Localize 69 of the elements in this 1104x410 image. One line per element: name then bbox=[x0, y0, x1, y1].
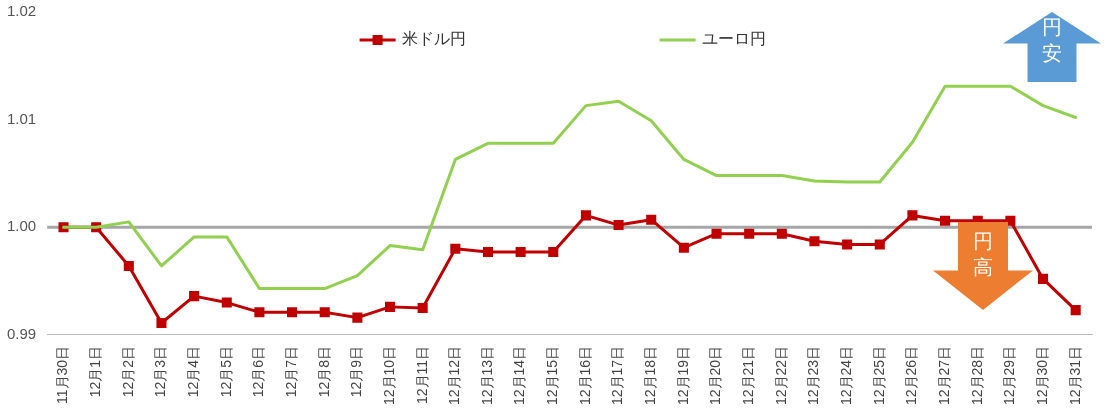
point bbox=[254, 307, 265, 318]
point bbox=[711, 228, 722, 239]
x-tick-label: 12月29日 bbox=[1001, 345, 1018, 406]
x-tick-label: 12月30日 bbox=[1033, 345, 1050, 406]
x-tick-label: 12月15日 bbox=[544, 345, 561, 406]
point bbox=[482, 246, 494, 258]
x-tick-label: 12月11日 bbox=[413, 345, 430, 404]
x-tick-label: 12月28日 bbox=[968, 345, 985, 406]
x-tick-label: 12月12日 bbox=[446, 345, 463, 406]
x-tick-label: 12月23日 bbox=[805, 345, 822, 406]
x-tick-label: 12月18日 bbox=[642, 345, 659, 406]
point bbox=[189, 291, 200, 302]
x-tick-label: 12月22日 bbox=[772, 345, 789, 406]
point bbox=[940, 215, 951, 226]
point bbox=[1005, 215, 1016, 226]
y-tick-label: 0.99 bbox=[6, 325, 37, 342]
x-tick-label: 12月26日 bbox=[903, 345, 920, 406]
x-tick-label: 12月10日 bbox=[380, 345, 397, 406]
point bbox=[776, 228, 787, 239]
point bbox=[613, 220, 624, 231]
annotation: 円安 bbox=[1041, 14, 1063, 66]
point bbox=[319, 307, 330, 318]
point bbox=[907, 210, 918, 221]
x-tick-label: 12月4日 bbox=[184, 345, 201, 398]
point bbox=[156, 317, 167, 329]
point bbox=[1070, 305, 1081, 316]
point bbox=[1037, 273, 1049, 284]
legend-label: ユーロ円 bbox=[701, 30, 766, 48]
legend-label: 米ドル円 bbox=[401, 30, 466, 48]
x-tick-label: 12月24日 bbox=[837, 345, 854, 406]
point bbox=[842, 239, 853, 250]
x-tick-label: 12月7日 bbox=[282, 345, 299, 398]
point bbox=[678, 242, 689, 253]
x-tick-label: 12月5日 bbox=[217, 345, 234, 398]
y-tick-label: 1.02 bbox=[6, 2, 37, 20]
x-tick-label: 12月6日 bbox=[250, 345, 267, 398]
point bbox=[548, 246, 559, 258]
point bbox=[874, 239, 885, 250]
point bbox=[515, 246, 526, 258]
point bbox=[384, 301, 396, 312]
x-tick-label: 12月21日 bbox=[740, 345, 757, 406]
point bbox=[352, 312, 363, 323]
x-tick-label: 12月13日 bbox=[478, 345, 495, 406]
x-tick-label: 12月8日 bbox=[315, 345, 332, 398]
x-tick-label: 12月17日 bbox=[609, 345, 626, 406]
y-tick-label: 1.00 bbox=[6, 217, 37, 235]
x-tick-label: 12月16日 bbox=[576, 345, 593, 406]
point bbox=[646, 214, 657, 225]
x-tick-label: 12月25日 bbox=[870, 345, 887, 406]
annotation: 円高 bbox=[972, 228, 994, 280]
x-tick-label: 11月30日 bbox=[54, 345, 71, 404]
x-tick-label: 12月31日 bbox=[1066, 345, 1083, 406]
x-tick-label: 12月9日 bbox=[348, 345, 365, 398]
point bbox=[580, 210, 591, 221]
x-tick-label: 12月19日 bbox=[674, 345, 691, 406]
x-tick-label: 12月2日 bbox=[119, 345, 136, 398]
point bbox=[450, 243, 461, 254]
x-tick-label: 12月27日 bbox=[935, 345, 952, 406]
y-tick-label: 1.01 bbox=[6, 109, 37, 127]
x-tick-label: 12月20日 bbox=[707, 345, 724, 406]
point bbox=[123, 260, 134, 272]
x-tick-label: 12月3日 bbox=[152, 345, 169, 398]
x-tick-label: 12月1日 bbox=[87, 345, 104, 398]
x-tick-label: 12月14日 bbox=[511, 345, 528, 406]
point bbox=[809, 236, 820, 247]
point bbox=[417, 302, 428, 313]
point bbox=[221, 297, 232, 308]
point bbox=[287, 307, 298, 318]
point bbox=[744, 228, 755, 239]
